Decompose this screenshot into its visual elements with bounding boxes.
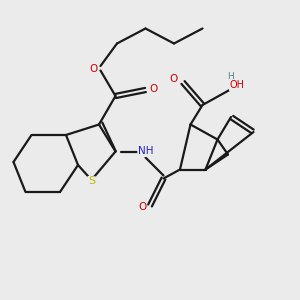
Text: S: S [88,176,95,187]
Text: O: O [170,74,178,85]
Text: OH: OH [230,80,244,91]
Text: O: O [149,83,157,94]
Text: O: O [89,64,97,74]
Text: NH: NH [138,146,153,157]
Text: H: H [227,72,234,81]
Text: O: O [138,202,147,212]
